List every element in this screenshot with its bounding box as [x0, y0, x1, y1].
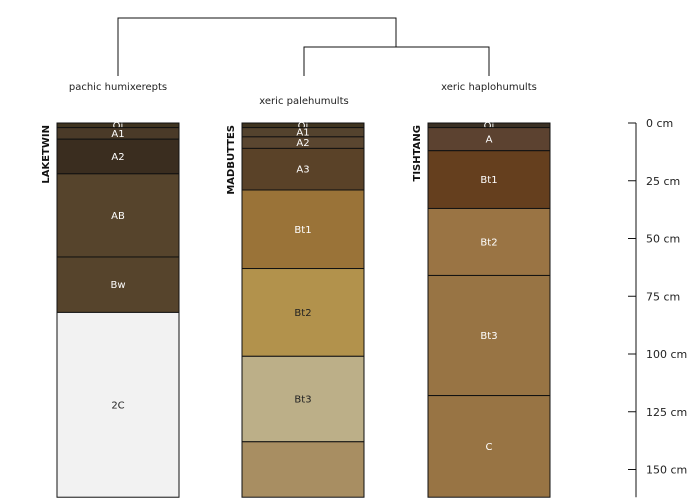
profile-name: MADBUTTES [226, 125, 237, 195]
horizon-rect [241, 268, 365, 357]
horizon-rect [241, 147, 365, 191]
horizon-rect [427, 395, 551, 498]
depth-tick: 0 cm [628, 117, 673, 130]
horizon-rect [427, 207, 551, 276]
horizon-label: 2C [111, 400, 124, 411]
horizon-rect [56, 173, 180, 258]
horizon [241, 441, 365, 498]
horizon-label: Oi [484, 121, 495, 132]
horizon-label: Bw [110, 280, 125, 291]
horizon-ab: AB [56, 173, 180, 258]
horizon-label: Oi [298, 121, 309, 132]
horizon-a2: A2 [56, 138, 180, 175]
horizon-label: Bt3 [480, 331, 497, 342]
horizon-bt3: Bt3 [241, 355, 365, 443]
depth-tick-label: 25 cm [646, 175, 680, 188]
horizon-rect [56, 138, 180, 175]
horizon-rect [241, 441, 365, 498]
horizon-bt1: Bt1 [241, 189, 365, 270]
horizon-label: A3 [296, 165, 309, 176]
horizon-label: AB [111, 211, 125, 222]
horizon-label: Bt1 [294, 225, 311, 236]
horizon-label: A1 [296, 128, 309, 139]
taxon-label: pachic humixerepts [69, 82, 167, 93]
horizon-label: C [486, 442, 493, 453]
horizon-bt2: Bt2 [427, 207, 551, 276]
horizon-bt3: Bt3 [427, 274, 551, 397]
horizon-bt1: Bt1 [427, 150, 551, 209]
horizon-rect [427, 274, 551, 397]
depth-tick: 25 cm [628, 175, 680, 188]
dendrogram [117, 17, 490, 76]
depth-tick: 100 cm [628, 348, 687, 361]
depth-axis: 0 cm 25 cm 50 cm 75 cm 100 cm 125 cm 150 cm [628, 117, 687, 498]
depth-tick: 150 cm [628, 464, 687, 477]
depth-tick: 75 cm [628, 290, 680, 303]
profile-name: LAKETWIN [41, 125, 52, 184]
horizon-bw: Bw [56, 256, 180, 313]
taxon-label: xeric palehumults [259, 96, 348, 107]
depth-tick-label: 0 cm [646, 117, 673, 130]
horizon-label: Oi [113, 121, 124, 132]
depth-tick: 125 cm [628, 406, 687, 419]
taxon-labels: pachic humixerepts xeric palehumults xeric… [69, 82, 537, 107]
depth-tick-label: 125 cm [646, 406, 687, 419]
profile-tishtang: Oi A Bt1 Bt2 Bt3 C TISHTANG [412, 121, 551, 498]
horizon-c: C [427, 395, 551, 498]
horizon-bt2: Bt2 [241, 268, 365, 357]
horizon-label: A [486, 135, 493, 146]
dendrogram-branch-outer [117, 17, 397, 76]
depth-tick: 50 cm [628, 233, 680, 246]
horizon-label: A2 [296, 138, 309, 149]
horizon-2c: 2C [56, 311, 180, 498]
horizon-label: A2 [111, 152, 124, 163]
horizon-label: A1 [111, 129, 124, 140]
taxon-label: xeric haplohumults [441, 82, 537, 93]
depth-tick-label: 50 cm [646, 233, 680, 246]
horizon-label: Bt2 [480, 237, 497, 248]
profile-name: TISHTANG [412, 125, 423, 181]
depth-tick-label: 75 cm [646, 290, 680, 303]
horizon-rect [56, 311, 180, 498]
horizon-label: Bt1 [480, 175, 497, 186]
horizon-a3: A3 [241, 147, 365, 191]
horizon-label: Bt3 [294, 395, 311, 406]
horizon-a: A [427, 127, 551, 152]
horizon-rect [241, 189, 365, 270]
depth-tick-label: 150 cm [646, 464, 687, 477]
horizon-rect [427, 150, 551, 209]
horizon-a1: A1 [56, 127, 180, 140]
horizon-label: Bt2 [294, 308, 311, 319]
horizon-a2: A2 [241, 136, 365, 149]
depth-tick-label: 100 cm [646, 348, 687, 361]
dendrogram-branch-inner [303, 46, 490, 76]
